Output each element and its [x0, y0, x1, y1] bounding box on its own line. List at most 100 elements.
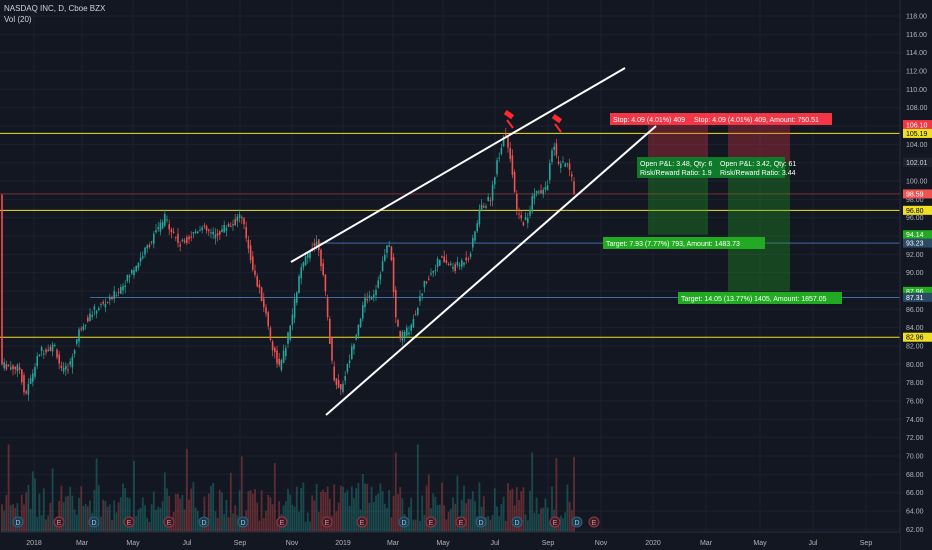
earnings-icon — [321, 516, 333, 528]
earnings-icon — [588, 516, 600, 528]
candle-body — [271, 341, 274, 351]
price-tick-label: 116.00 — [906, 32, 927, 39]
earnings-icon-label: E — [592, 520, 597, 527]
trend-lines[interactable] — [290, 67, 657, 416]
dividend-icon — [475, 516, 487, 528]
event-markers[interactable]: DDDDDDDDDEEEEEEEEEE — [12, 516, 600, 528]
dividend-icon-label: D — [240, 520, 245, 527]
candle-body — [135, 265, 137, 272]
volume-bar — [249, 490, 252, 532]
candle-body — [32, 373, 34, 382]
candle-body — [58, 354, 60, 364]
volume-bar — [317, 512, 320, 532]
price-tick-label: 66.00 — [906, 490, 924, 497]
candle-body — [183, 240, 186, 243]
volume-bar — [89, 500, 91, 532]
candle-body — [159, 222, 162, 232]
price-tag-label: 93.23 — [906, 241, 924, 248]
candle-body — [533, 193, 536, 199]
candle-body — [329, 318, 331, 344]
candle-body — [381, 261, 384, 272]
volume-bar — [421, 495, 424, 532]
candle-body — [502, 136, 505, 147]
volume-bar — [144, 505, 146, 532]
candle-body — [263, 298, 265, 308]
volume-bar — [289, 494, 292, 532]
candle-body — [456, 261, 459, 266]
price-axis[interactable]: 118.00 116.00 114.00 112.00 110.00 108.00 106.… — [899, 0, 932, 550]
candle-body — [494, 177, 496, 185]
earnings-icon — [549, 516, 561, 528]
price-tick-label: 98.00 — [906, 197, 924, 204]
time-tick-label: Jul — [809, 540, 818, 547]
time-tick-label: Mar — [387, 540, 400, 547]
candle-body — [472, 237, 474, 248]
candle-body — [302, 262, 305, 268]
volume-bar — [313, 500, 316, 532]
candle-body — [421, 293, 423, 296]
candle-body — [106, 302, 109, 304]
volume-bar — [377, 493, 380, 532]
volume-bar — [27, 484, 30, 532]
earnings-icon — [455, 516, 467, 528]
candle-body — [258, 284, 261, 288]
candle-body — [461, 260, 463, 267]
candle-body — [82, 326, 85, 330]
volume-bar — [509, 490, 512, 532]
position-zones[interactable] — [648, 124, 790, 292]
candle-body — [252, 256, 254, 270]
candle-body — [199, 230, 201, 232]
candle-body — [208, 229, 210, 231]
price-tag-label: 96.80 — [906, 208, 924, 215]
candle-body — [542, 189, 544, 195]
candle-body — [476, 223, 478, 232]
volume-bar — [161, 501, 164, 532]
candle-body — [117, 291, 120, 293]
volume-bar — [163, 472, 166, 532]
candle-body — [16, 364, 19, 372]
volume-bar — [447, 511, 450, 532]
volume-indicator-label[interactable]: Vol (20) — [4, 15, 32, 24]
volume-bar — [432, 493, 435, 532]
candle-body — [463, 262, 465, 265]
price-tag — [903, 205, 932, 215]
candle-body — [203, 225, 206, 227]
dividend-icon-label: D — [15, 520, 20, 527]
candle-body — [560, 163, 562, 168]
volume-bar — [298, 511, 300, 532]
candle-body — [441, 256, 443, 258]
earnings-icon-label: E — [127, 520, 132, 527]
candle-body — [5, 364, 8, 370]
volume-bar — [419, 520, 421, 532]
candles — [1, 127, 575, 401]
volume-bar — [122, 483, 124, 532]
symbol-title[interactable]: NASDAQ INC, D, Cboe BZX — [4, 4, 106, 13]
candle-body — [214, 234, 217, 239]
volume-bar — [78, 498, 80, 532]
candle-body — [155, 230, 157, 233]
time-tick-label: Sep — [234, 540, 247, 547]
candle-body — [296, 292, 298, 303]
candle-body — [227, 224, 230, 227]
volume-bar — [234, 505, 237, 532]
volume-bar — [210, 485, 212, 532]
time-axis[interactable]: 2018 Mar May Jul Sep Nov 2019 Mar May Jul Sep Nov 20… — [0, 531, 900, 550]
volume-bar — [240, 456, 243, 532]
volume-bar — [357, 483, 360, 532]
candle-body — [78, 329, 80, 342]
candle-body — [485, 205, 487, 208]
candle-body — [432, 271, 434, 273]
candle-body — [18, 367, 21, 370]
candle-body — [370, 297, 373, 300]
volume-bar — [119, 497, 122, 532]
price-tag-label: 98.59 — [906, 191, 924, 198]
candle-body — [216, 233, 219, 236]
volume-bar — [3, 510, 6, 532]
candle-body — [131, 269, 133, 274]
candle-body — [353, 344, 355, 350]
volume-bar — [295, 486, 298, 532]
candle-body — [428, 278, 430, 280]
volume-bar — [467, 498, 470, 532]
candle-body — [80, 328, 82, 330]
